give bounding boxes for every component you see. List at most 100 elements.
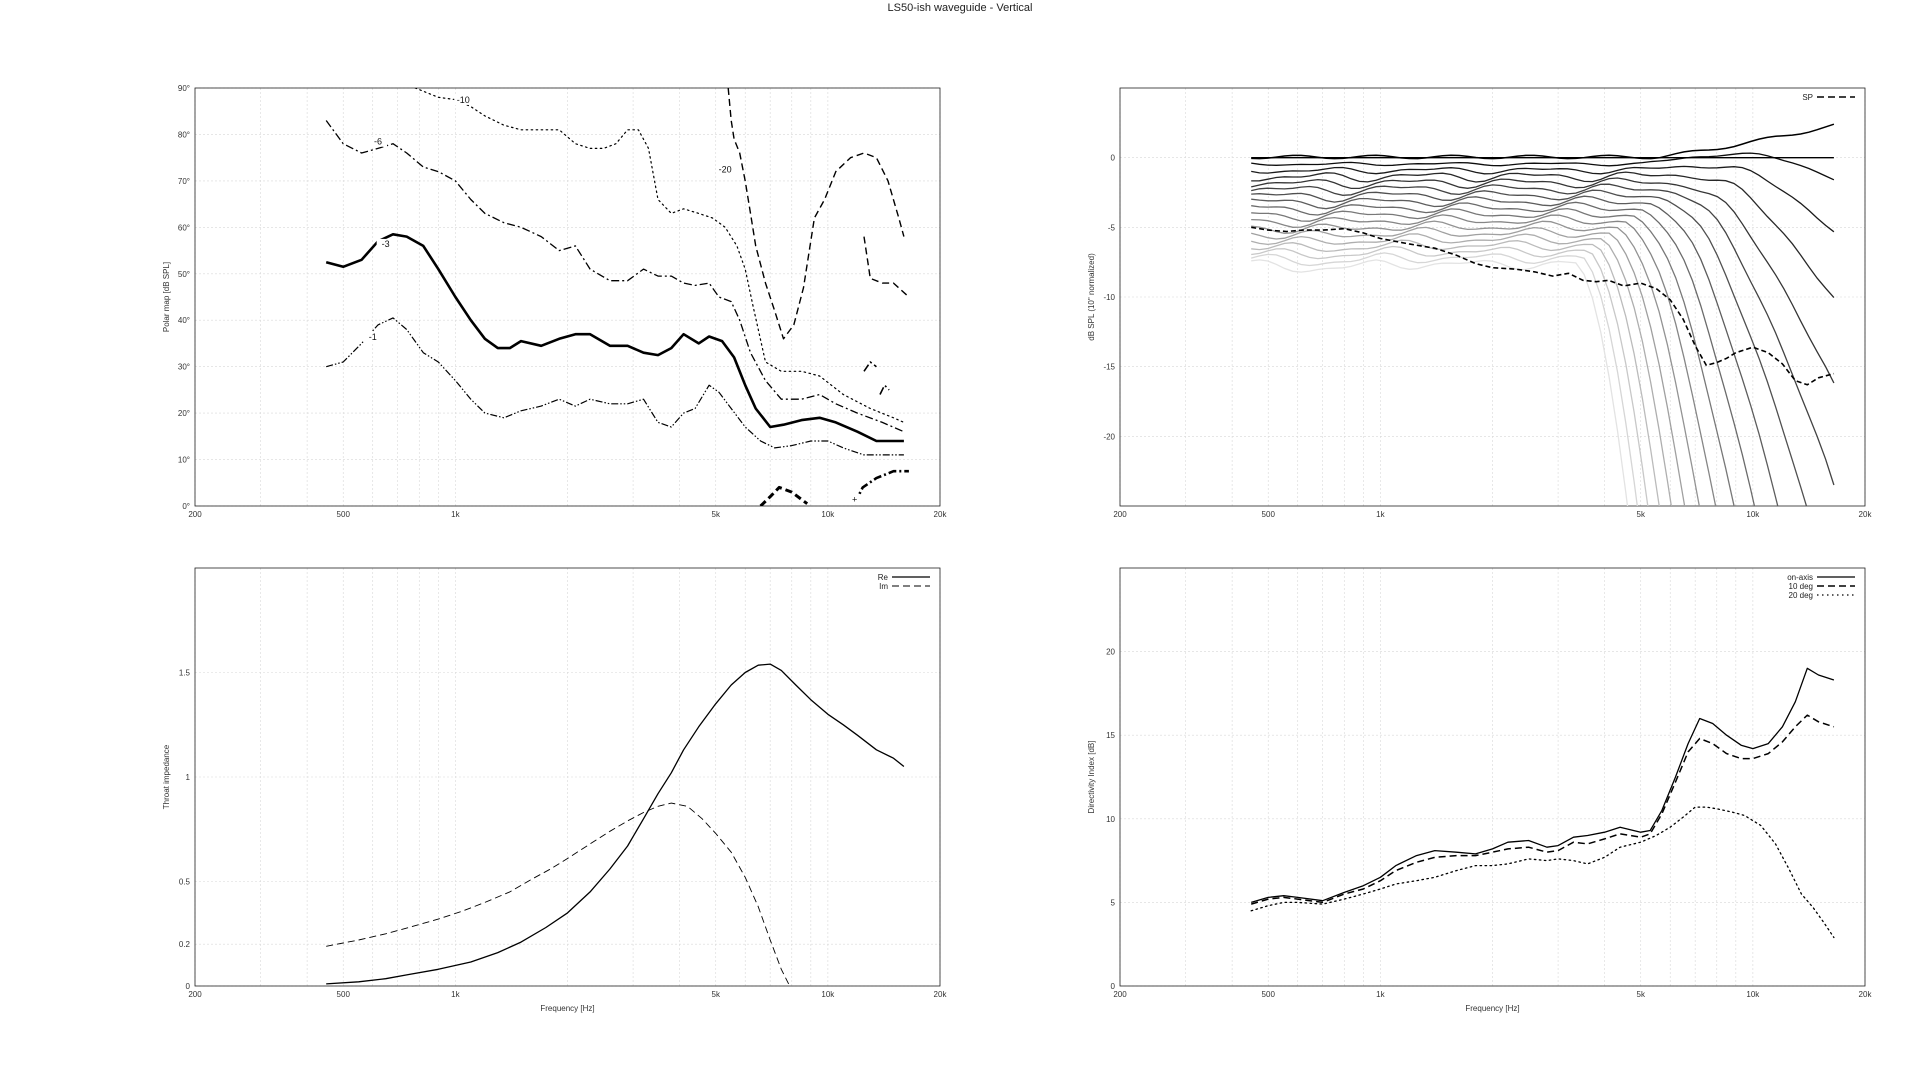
series-group <box>326 663 905 986</box>
plot-frame <box>194 87 941 507</box>
y-tick-label: 20 <box>1106 648 1115 657</box>
x-tick-label: 200 <box>1113 990 1127 999</box>
legend-label: on-axis <box>1787 573 1813 582</box>
x-tick-label: 10k <box>1746 990 1760 999</box>
contour-label: -1 <box>369 332 377 342</box>
contour-label: -10 <box>457 95 470 105</box>
y-tick-label: -15 <box>1103 363 1115 372</box>
y-axis-label: Directivity Index [dB] <box>1087 741 1096 814</box>
angle-curve-group <box>1251 123 1835 506</box>
series-line <box>1250 714 1835 905</box>
y-tick-label: 0.2 <box>179 940 191 949</box>
y-tick-label: 1.5 <box>179 669 191 678</box>
series-line <box>853 469 909 505</box>
y-tick-label: -5 <box>1108 223 1116 232</box>
y-tick-label: 80° <box>178 130 190 139</box>
contour-label: + <box>852 494 857 504</box>
x-tick-label: 20k <box>934 510 948 519</box>
contour-label-bg <box>716 164 735 175</box>
y-tick-label: 0° <box>182 502 190 511</box>
y-axis-label: Throat impedance <box>162 744 171 809</box>
legend-label: SP <box>1802 93 1813 102</box>
y-tick-label: 5 <box>1111 898 1116 907</box>
series-line <box>414 88 905 423</box>
contour-label-bg <box>369 136 388 147</box>
series-line <box>1250 806 1835 939</box>
y-tick-label: 10 <box>1106 815 1115 824</box>
x-tick-label: 20k <box>1859 990 1873 999</box>
legend-label: Im <box>879 582 888 591</box>
series-line <box>863 361 877 372</box>
y-tick-label: 50° <box>178 270 190 279</box>
angle-curve <box>1251 195 1779 506</box>
series-line <box>326 802 791 986</box>
contour-label-bg <box>363 331 382 342</box>
y-tick-label: 1 <box>186 773 191 782</box>
x-tick-label: 500 <box>337 510 351 519</box>
series-line <box>727 88 905 340</box>
series-line <box>326 663 905 985</box>
x-tick-label: 500 <box>1262 990 1276 999</box>
series-line <box>879 384 890 395</box>
x-tick-label: 20k <box>1859 510 1873 519</box>
y-tick-label: -10 <box>1103 293 1115 302</box>
angle-curve <box>1251 259 1629 506</box>
x-tick-label: 10k <box>821 990 835 999</box>
series-line <box>863 236 910 298</box>
x-axis-label: Frequency [Hz] <box>540 1004 594 1013</box>
x-tick-label: 5k <box>712 510 721 519</box>
y-tick-label: 20° <box>178 409 190 418</box>
x-tick-label: 200 <box>188 990 202 999</box>
polar-map-chart: 200 500 1k 5k 10k 20k 0° 10° 20° 30° 40° 50° 60° 70° 8… <box>162 84 948 519</box>
y-tick-label: 10° <box>178 456 190 465</box>
contour-label-bg <box>376 238 395 249</box>
contour-label-bg <box>845 494 864 505</box>
y-tick-label: 0.5 <box>179 878 191 887</box>
contour-label: -6 <box>374 137 382 147</box>
x-tick-label: 10k <box>1746 510 1760 519</box>
sp-curve <box>1251 226 1835 386</box>
x-tick-label: 1k <box>451 510 460 519</box>
x-tick-label: 1k <box>1376 510 1385 519</box>
angle-curve <box>1251 252 1638 506</box>
series-line <box>1251 667 1835 904</box>
throat-impedance-chart: 200 500 1k 5k 10k 20k 0 0.2 0.5 1 1.5 Throat impeda… <box>162 567 948 1013</box>
series-group <box>325 88 910 506</box>
angle-curve <box>1251 189 1808 506</box>
series-line <box>325 233 904 443</box>
x-tick-label: 1k <box>1376 990 1385 999</box>
y-tick-label: 60° <box>178 223 190 232</box>
x-tick-label: 500 <box>1262 510 1276 519</box>
series-line <box>325 120 905 433</box>
legend-label: 20 deg <box>1789 591 1813 600</box>
x-axis-label: Frequency [Hz] <box>1465 1004 1519 1013</box>
x-tick-label: 5k <box>1637 510 1646 519</box>
angle-curve <box>1251 183 1835 486</box>
normalized-spl-chart: 200 500 1k 5k 10k 20k 0 -5 -10 -15 -20 dB SPL (10" … <box>1087 87 1873 519</box>
angle-curve <box>1251 226 1686 506</box>
series-line <box>759 485 809 506</box>
contour-label-bg <box>454 94 473 105</box>
y-tick-label: 30° <box>178 363 190 372</box>
y-tick-label: 70° <box>178 177 190 186</box>
y-tick-label: 40° <box>178 316 190 325</box>
x-tick-label: 200 <box>1113 510 1127 519</box>
angle-curve <box>1251 177 1835 384</box>
on-axis-curve <box>1251 123 1835 160</box>
legend-label: 10 deg <box>1789 582 1813 591</box>
y-axis-label: dB SPL (10" normalized) <box>1087 253 1096 341</box>
x-tick-label: 200 <box>188 510 202 519</box>
angle-curve <box>1251 233 1672 506</box>
angle-curve <box>1251 152 1835 181</box>
y-axis-label: Polar map [dB SPL] <box>162 262 171 332</box>
figure-title: LS50-ish waveguide - Vertical <box>887 2 1033 14</box>
y-tick-label: 0 <box>1111 982 1116 991</box>
contour-label: -20 <box>719 165 732 175</box>
x-tick-label: 1k <box>451 990 460 999</box>
angle-curve <box>1251 207 1735 506</box>
y-tick-label: 0 <box>186 982 191 991</box>
x-tick-label: 10k <box>821 510 835 519</box>
x-tick-label: 5k <box>712 990 721 999</box>
x-tick-label: 20k <box>934 990 948 999</box>
y-tick-label: 90° <box>178 84 190 93</box>
